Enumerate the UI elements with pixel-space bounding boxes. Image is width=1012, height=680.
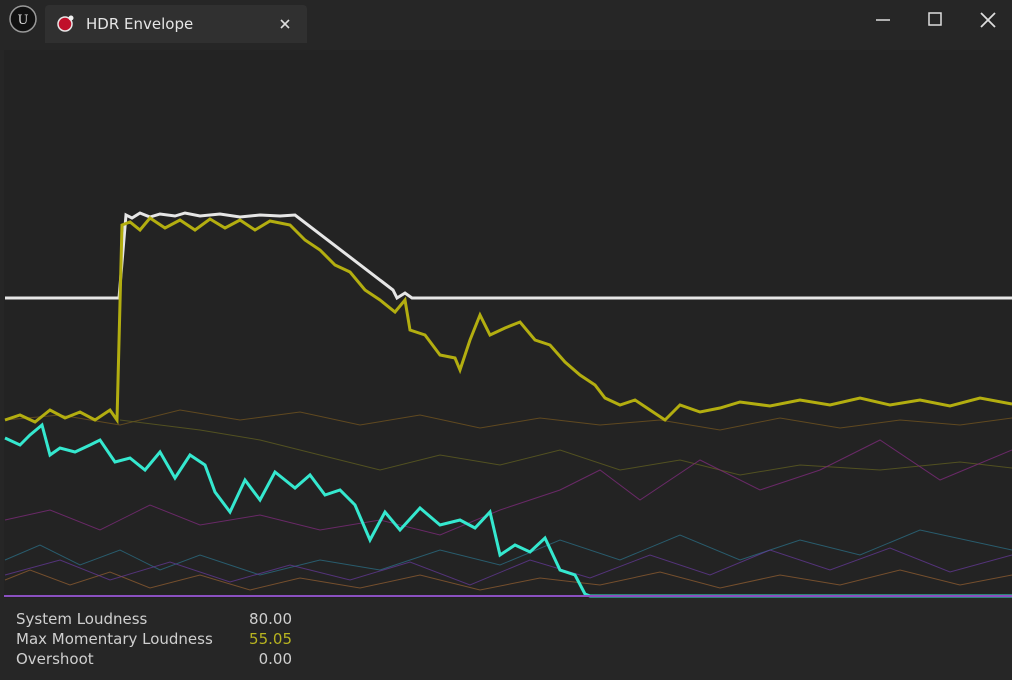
engine-logo[interactable] (9, 5, 37, 33)
tab-close-button[interactable] (278, 17, 292, 31)
stat-row: System Loudness 80.00 (16, 610, 292, 630)
graph-area (4, 50, 1012, 598)
stat-row: Max Momentary Loudness 55.05 (16, 630, 292, 650)
engine-logo-glyph: U (18, 13, 29, 28)
close-window-button[interactable] (980, 12, 996, 28)
overshoot-line (4, 422, 1012, 598)
stat-value: 0.00 (258, 650, 292, 668)
trace (4, 439, 1012, 536)
tab-title: HDR Envelope (86, 15, 194, 33)
tab-icon-dot (57, 16, 73, 32)
stat-value: 80.00 (249, 610, 292, 628)
stat-label: Overshoot (16, 650, 94, 668)
trace (4, 409, 1012, 431)
stat-value: 55.05 (249, 630, 292, 648)
trace (4, 569, 1012, 591)
tab-icon (57, 15, 74, 32)
trace (119, 419, 1012, 476)
trace (4, 529, 1012, 576)
tab-icon-accent (68, 15, 74, 21)
maximize-button[interactable] (928, 12, 942, 26)
stat-label: System Loudness (16, 610, 148, 628)
momentary-loudness-line (4, 216, 1012, 425)
stat-row: Overshoot 0.00 (16, 650, 292, 670)
envelope-line (5, 211, 1012, 301)
trace (4, 547, 1012, 586)
stat-label: Max Momentary Loudness (16, 630, 213, 648)
document-tab[interactable]: HDR Envelope (45, 5, 307, 43)
